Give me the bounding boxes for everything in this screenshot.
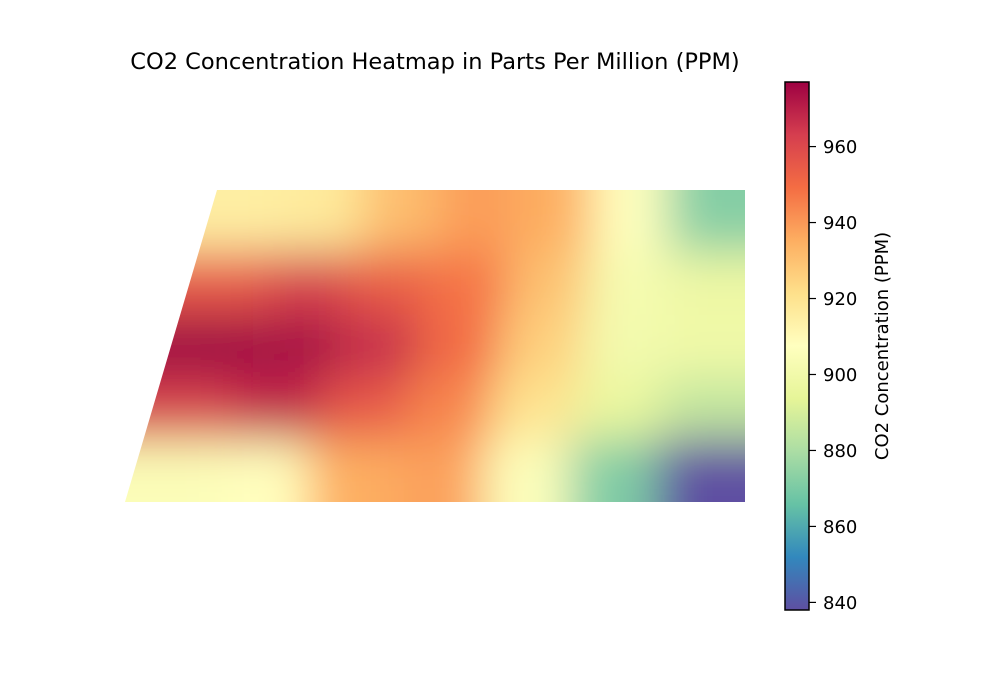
heatmap-cell	[665, 252, 745, 316]
heatmap-cell	[586, 252, 667, 316]
heatmap-cell	[361, 190, 439, 253]
heatmap-cell	[348, 252, 429, 316]
colorbar-tick-label: 860	[823, 517, 857, 538]
colorbar-tick-label: 840	[823, 593, 857, 614]
heatmap-cell	[575, 377, 661, 441]
heatmap-cell	[591, 190, 669, 253]
colorbar-tick-label: 900	[823, 365, 857, 386]
colorbar-tick-label: 960	[823, 137, 857, 158]
heatmap-cell	[438, 190, 516, 253]
heatmap-cell	[406, 377, 492, 441]
heatmap-cell	[514, 190, 593, 253]
heatmap-cell	[308, 439, 397, 502]
colorbar: 840 860 880 900 920 940 960 CO2 Concentration …	[784, 81, 893, 614]
heatmap-cell	[321, 377, 407, 441]
colorbar-tick-label: 920	[823, 289, 857, 310]
heatmap-cell	[253, 314, 336, 378]
heatmap-cell	[660, 377, 745, 441]
heatmap-cell	[237, 377, 323, 441]
heatmap-cell	[417, 314, 500, 378]
heatmap-cell	[125, 439, 222, 502]
heatmap-cell	[657, 439, 745, 502]
heatmap-cells	[125, 190, 745, 502]
heatmap-cell	[581, 314, 664, 378]
heatmap-cell	[284, 190, 362, 253]
heatmap-cell	[506, 252, 587, 316]
colorbar-label: CO2 Concentration (PPM)	[872, 232, 893, 460]
colorbar-tick-label: 940	[823, 213, 857, 234]
heatmap-cell	[483, 439, 571, 502]
heatmap-cell	[125, 190, 286, 253]
colorbar-gradient-bar	[785, 82, 809, 610]
heatmap-plot-area	[125, 190, 745, 502]
heatmap-cell	[499, 314, 582, 378]
colorbar-ticks: 840 860 880 900 920 940 960	[809, 137, 857, 614]
chart-title: CO2 Concentration Heatmap in Parts Per M…	[130, 49, 739, 75]
colorbar-tick-label: 880	[823, 441, 857, 462]
heatmap-cell	[570, 439, 659, 502]
colorbar-frame	[784, 81, 810, 611]
heatmap-cell	[491, 377, 577, 441]
heatmap-cell	[663, 314, 745, 378]
heatmap-cell	[125, 314, 254, 378]
heatmap-cell	[427, 252, 508, 316]
heatmap-cell	[125, 252, 270, 316]
heatmap-cell	[335, 314, 418, 378]
heatmap-cell	[668, 190, 745, 253]
heatmap-cell	[268, 252, 349, 316]
heatmap-cell	[395, 439, 484, 502]
heatmap-cell	[221, 439, 310, 502]
heatmap-cell	[125, 377, 238, 441]
